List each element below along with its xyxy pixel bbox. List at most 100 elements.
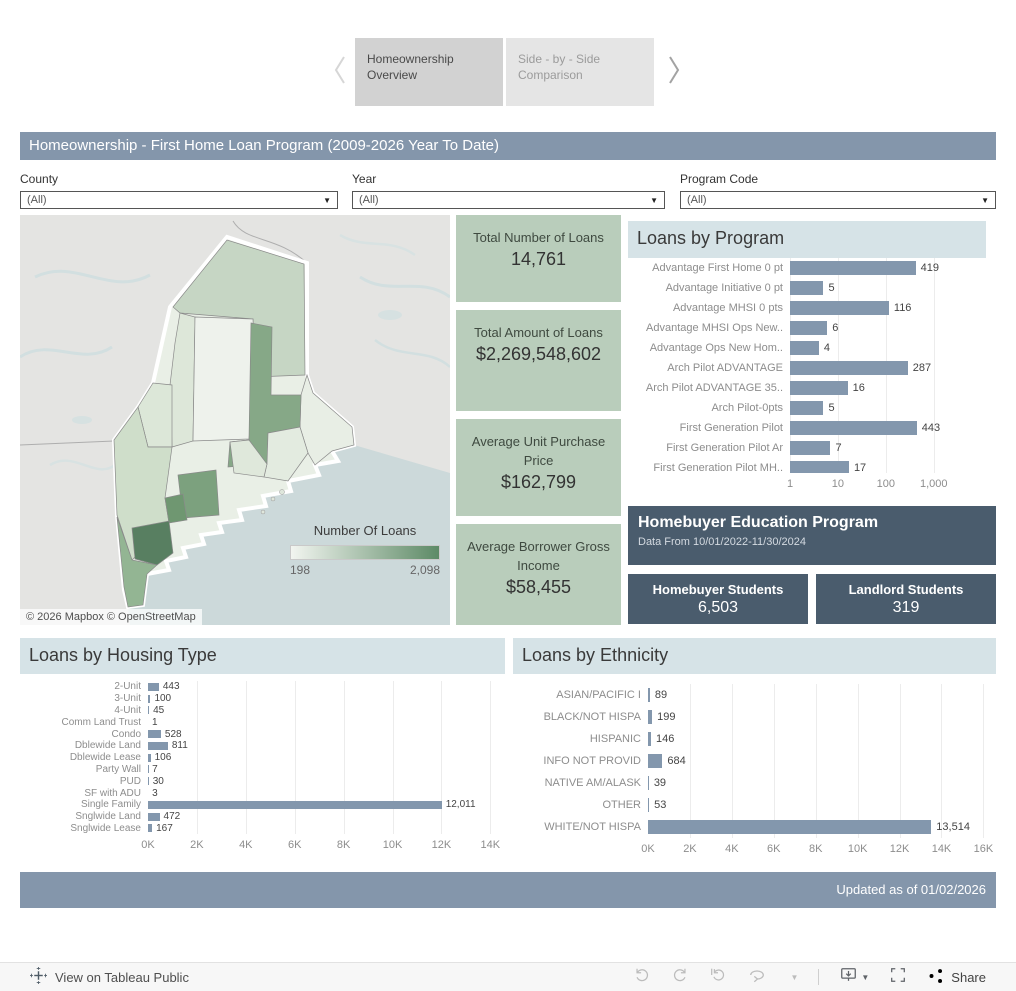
chart-row: Party Wall 7	[20, 764, 505, 776]
program-code-filter: Program Code (All) ▼	[680, 172, 996, 209]
chart-row: Arch Pilot ADVANTAGE 35.. 16	[628, 378, 996, 398]
bar[interactable]	[648, 732, 652, 746]
loans-by-ethnicity-header: Loans by Ethnicity	[513, 638, 996, 674]
bar-area: 13,514	[648, 816, 996, 838]
map-legend-max: 2,098	[409, 563, 440, 577]
bar[interactable]	[648, 754, 663, 768]
bar[interactable]	[790, 401, 824, 415]
gridline	[933, 258, 935, 473]
bar-area: 7	[790, 438, 996, 458]
homebuyer-education-panel: Homebuyer Education Program Data From 10…	[628, 506, 996, 565]
share-button[interactable]: Share	[927, 967, 986, 988]
chart-row: INFO NOT PROVID 684	[513, 750, 996, 772]
county-shape[interactable]	[164, 493, 188, 524]
toolbar-actions: ▼ ▼ Share	[633, 966, 986, 989]
bar[interactable]	[648, 798, 650, 812]
bar[interactable]	[648, 710, 653, 724]
bar-area: 30	[148, 775, 505, 787]
bar[interactable]	[648, 688, 650, 702]
bar[interactable]	[790, 461, 849, 473]
chart-row: Advantage First Home 0 pt 419	[628, 258, 996, 278]
bar[interactable]	[790, 281, 824, 295]
tab-scroll-right-button[interactable]	[662, 38, 686, 106]
maine-choropleth-map[interactable]: Number Of Loans 198 2,098 © 2026 Mapbox …	[20, 215, 450, 625]
toolbar-divider	[818, 969, 820, 985]
refresh-button[interactable]	[747, 966, 767, 989]
bar-area: 5	[790, 278, 996, 298]
year-filter-dropdown[interactable]: (All) ▼	[352, 191, 665, 209]
page-title: Homeownership - First Home Loan Program …	[20, 132, 996, 160]
bar[interactable]	[148, 800, 442, 809]
bar[interactable]	[148, 706, 150, 715]
county-shape[interactable]	[229, 439, 268, 478]
download-button[interactable]: ▼	[839, 966, 869, 989]
bar[interactable]	[148, 753, 151, 762]
bar[interactable]	[790, 361, 908, 375]
gridline	[441, 681, 443, 835]
map-attribution[interactable]: © 2026 Mapbox © OpenStreetMap	[20, 609, 202, 625]
axis-tick-label: 14K	[480, 839, 501, 852]
fullscreen-button[interactable]	[889, 966, 907, 989]
bar-area: 4	[790, 338, 996, 358]
tab-homeownership-overview[interactable]: Homeownership Overview	[355, 38, 503, 106]
undo-button[interactable]	[633, 966, 651, 989]
stat-value: 319	[892, 599, 920, 616]
gridline	[941, 684, 943, 838]
bar[interactable]	[148, 812, 160, 821]
bar[interactable]	[790, 261, 916, 275]
county-shape[interactable]	[131, 520, 174, 566]
tab-scroll-left-button[interactable]	[328, 38, 352, 106]
gridline	[815, 684, 817, 838]
dropdown-caret-icon: ▼	[323, 195, 331, 205]
bar[interactable]	[790, 441, 831, 455]
replay-speed-caret-button[interactable]: ▼	[787, 973, 798, 982]
bar-area: 39	[648, 772, 996, 794]
year-filter: Year (All) ▼	[352, 172, 665, 209]
loans-by-housing-type-panel: Loans by Housing Type 2-Unit 443 3-Unit 100…	[20, 638, 505, 854]
bar[interactable]	[148, 730, 161, 739]
reset-icon	[709, 966, 727, 989]
program-code-filter-label: Program Code	[680, 172, 759, 186]
bar-area: 167	[148, 823, 505, 835]
bar[interactable]	[148, 741, 168, 750]
bar[interactable]	[790, 321, 828, 335]
bar-area: 5	[790, 398, 996, 418]
undo-icon	[633, 966, 651, 989]
redo-button[interactable]	[671, 966, 689, 989]
bar[interactable]	[648, 776, 649, 790]
value-label: 419	[920, 262, 939, 274]
category-label: NATIVE AM/ALASK	[544, 777, 641, 789]
value-label: 4	[823, 342, 830, 354]
category-label: SF with ADU	[84, 787, 141, 799]
bar[interactable]	[148, 777, 149, 786]
value-label: 89	[654, 689, 668, 701]
category-label: Dblewide Lease	[69, 752, 141, 764]
program-code-filter-dropdown[interactable]: (All) ▼	[680, 191, 996, 209]
value-label: 167	[156, 822, 173, 834]
bar[interactable]	[790, 341, 819, 355]
chart-row: Arch Pilot ADVANTAGE 287	[628, 358, 996, 378]
value-label: 30	[152, 775, 164, 787]
axis-tick-label: 0K	[141, 839, 155, 852]
bar-area: 6	[790, 318, 996, 338]
value-label: 6	[832, 322, 839, 334]
view-on-tableau-public-link[interactable]: View on Tableau Public	[30, 967, 189, 987]
bar[interactable]	[790, 421, 917, 435]
county-shape[interactable]	[192, 316, 256, 442]
kpi-avg-purchase-price: Average Unit Purchase Price $162,799	[456, 419, 621, 516]
category-label: BLACK/NOT HISPA	[543, 711, 641, 723]
county-filter-dropdown[interactable]: (All) ▼	[20, 191, 338, 209]
county-shape[interactable]	[116, 516, 158, 608]
bar[interactable]	[148, 824, 153, 833]
bar[interactable]	[148, 694, 151, 703]
bar[interactable]	[790, 301, 889, 315]
bar[interactable]	[148, 682, 159, 691]
category-label: First Generation Pilot Ar	[666, 442, 783, 454]
bar[interactable]	[790, 381, 848, 395]
bar-area: 146	[648, 728, 996, 750]
share-label: Share	[951, 969, 986, 985]
bar[interactable]	[648, 820, 932, 834]
reset-button[interactable]	[709, 966, 727, 989]
tab-side-by-side-comparison[interactable]: Side - by - Side Comparison	[506, 38, 654, 106]
